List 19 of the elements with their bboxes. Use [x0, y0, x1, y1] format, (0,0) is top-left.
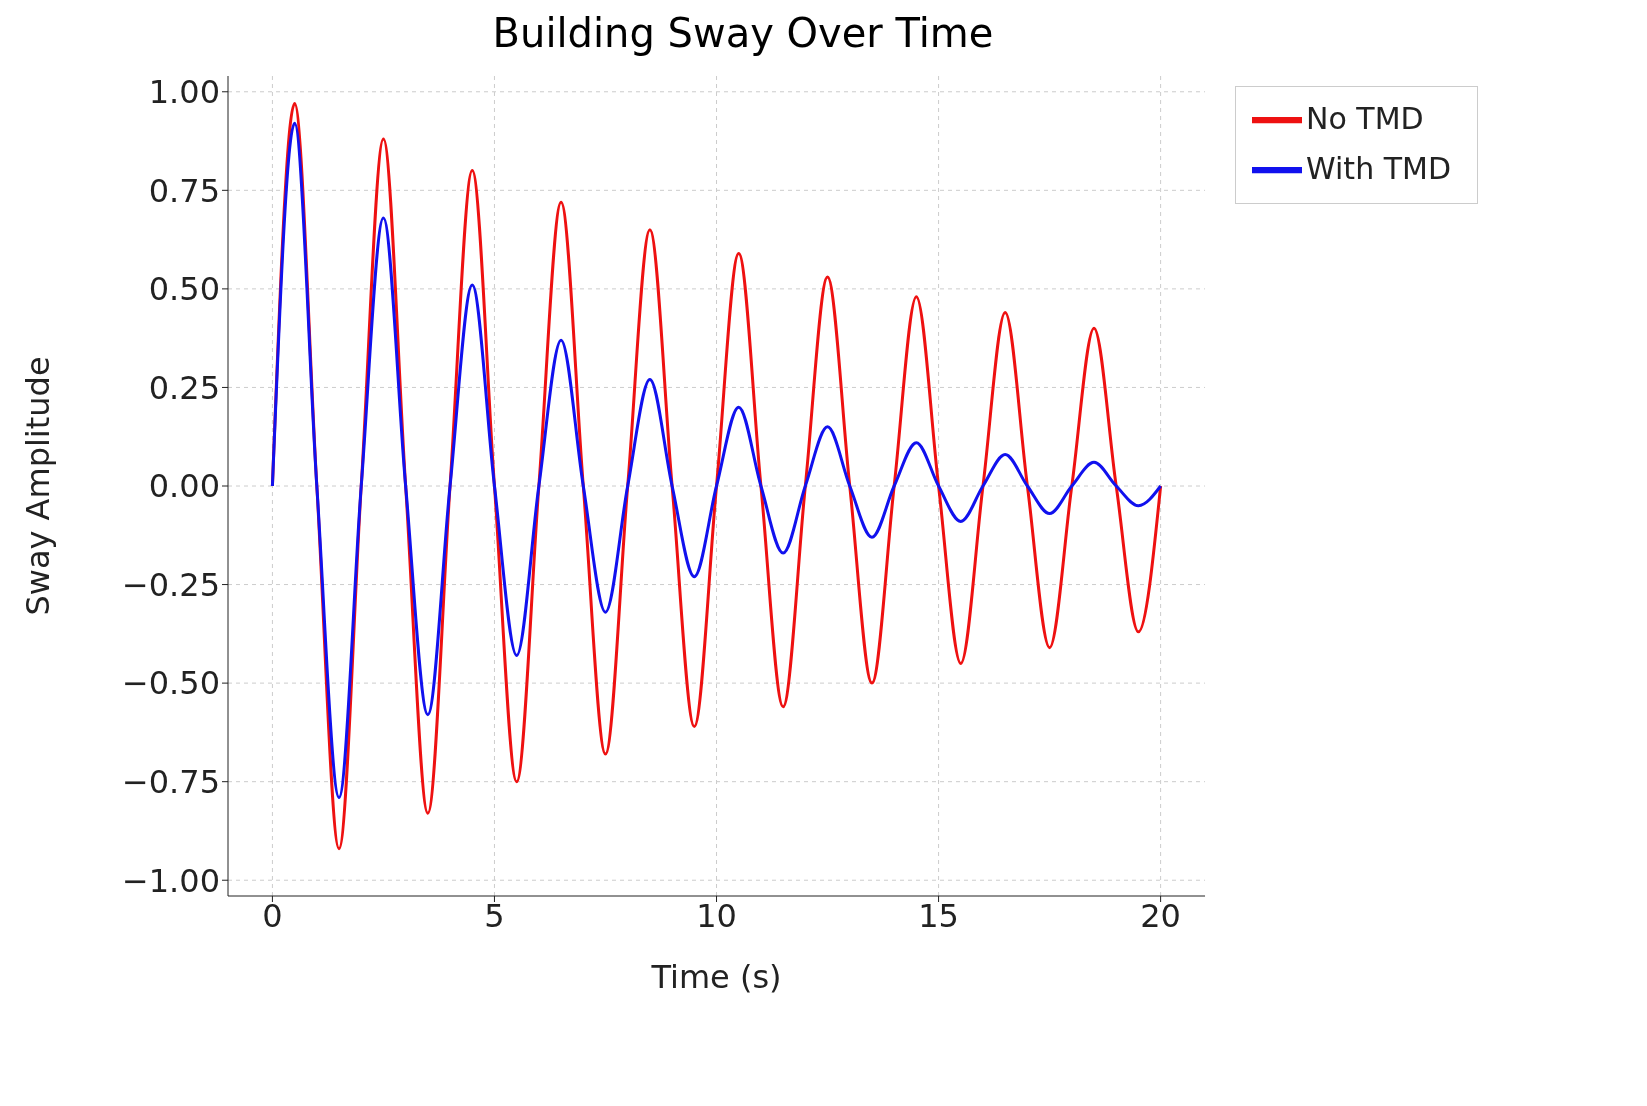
- y-tick-label: 0.75: [148, 171, 220, 210]
- legend-label: With TMD: [1306, 150, 1451, 186]
- y-tick-label: 0.25: [148, 368, 220, 407]
- y-tick-label: −1.00: [121, 861, 220, 900]
- y-tick-label: 0.00: [148, 467, 220, 506]
- x-tick-label: 10: [696, 896, 737, 935]
- y-tick-label: 0.50: [148, 270, 220, 309]
- x-axis-title: Time (s): [650, 958, 782, 996]
- x-tick-label: 5: [484, 896, 505, 935]
- y-tick-label: 1.00: [148, 73, 220, 112]
- chart-title: Building Sway Over Time: [491, 10, 995, 56]
- x-tick-label: 20: [1140, 896, 1181, 935]
- legend-label: No TMD: [1306, 100, 1424, 136]
- y-tick-label: −0.75: [121, 763, 220, 802]
- x-tick-label: 15: [918, 896, 959, 935]
- y-tick-label: −0.50: [121, 664, 220, 703]
- y-tick-label: −0.25: [121, 565, 220, 604]
- x-tick-label: 0: [262, 896, 283, 935]
- y-axis-title: Sway Amplitude: [19, 356, 58, 616]
